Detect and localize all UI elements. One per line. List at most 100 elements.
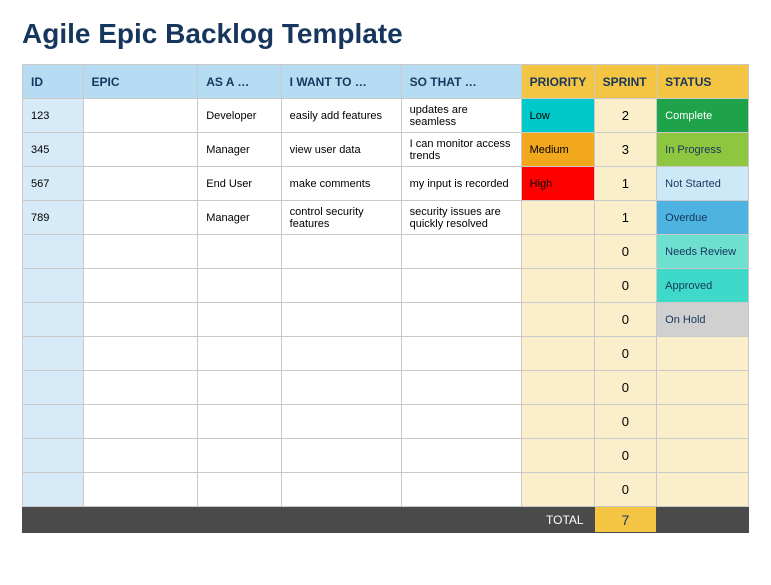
status: Overdue [657,201,749,235]
table-row: 789Managercontrol security featuressecur… [23,201,749,235]
as-a [198,473,281,507]
status: Needs Review [657,235,749,269]
sprint: 1 [594,201,657,235]
epic [83,303,198,337]
page-title: Agile Epic Backlog Template [22,18,749,50]
epic [83,201,198,235]
col-asa: AS A … [198,65,281,99]
as-a: Manager [198,133,281,167]
i-want: easily add features [281,99,401,133]
col-sothat: SO THAT … [401,65,521,99]
i-want [281,269,401,303]
id [23,337,84,371]
priority [521,439,594,473]
priority [521,201,594,235]
i-want [281,439,401,473]
total-label: TOTAL [23,507,595,533]
i-want [281,371,401,405]
table-header-row: ID EPIC AS A … I WANT TO … SO THAT … PRI… [23,65,749,99]
status [657,405,749,439]
as-a [198,371,281,405]
epic [83,405,198,439]
col-status: STATUS [657,65,749,99]
table-row: 123 Developereasily add featuresupdates a… [23,99,749,133]
sprint: 0 [594,337,657,371]
so-that [401,269,521,303]
sprint: 0 [594,303,657,337]
priority [521,473,594,507]
footer-row: TOTAL 7 [23,507,749,533]
status [657,473,749,507]
as-a: End User [198,167,281,201]
status [657,371,749,405]
sprint: 0 [594,405,657,439]
i-want [281,405,401,439]
table-row: 0 [23,439,749,473]
status: Not Started [657,167,749,201]
i-want [281,473,401,507]
id [23,303,84,337]
table-row: 0 [23,473,749,507]
id: 789 [23,201,84,235]
epic [83,371,198,405]
sprint: 0 [594,473,657,507]
footer-blank [657,507,749,533]
col-iwant: I WANT TO … [281,65,401,99]
so-that: my input is recorded [401,167,521,201]
sprint: 3 [594,133,657,167]
as-a [198,235,281,269]
id [23,473,84,507]
priority [521,235,594,269]
id [23,371,84,405]
id [23,439,84,473]
status: Approved [657,269,749,303]
status: Complete [657,99,749,133]
i-want [281,235,401,269]
id: 345 [23,133,84,167]
epic [83,269,198,303]
epic [83,337,198,371]
status [657,337,749,371]
so-that [401,303,521,337]
sprint: 0 [594,371,657,405]
as-a [198,337,281,371]
status: In Progress [657,133,749,167]
priority [521,269,594,303]
as-a: Manager [198,201,281,235]
col-sprint: SPRINT [594,65,657,99]
i-want: view user data [281,133,401,167]
sprint: 2 [594,99,657,133]
priority [521,337,594,371]
so-that: updates are seamless [401,99,521,133]
table-row: 0Needs Review [23,235,749,269]
so-that: I can monitor access trends [401,133,521,167]
sprint: 1 [594,167,657,201]
as-a [198,269,281,303]
col-epic: EPIC [83,65,198,99]
table-row: 567 End Usermake commentsmy input is reco… [23,167,749,201]
sprint: 0 [594,235,657,269]
status [657,439,749,473]
id: 123 [23,99,84,133]
i-want [281,303,401,337]
as-a: Developer [198,99,281,133]
col-id: ID [23,65,84,99]
id [23,235,84,269]
so-that [401,235,521,269]
priority [521,371,594,405]
table-row: 0 [23,405,749,439]
status: On Hold [657,303,749,337]
epic [83,439,198,473]
so-that [401,337,521,371]
priority: Low [521,99,594,133]
epic [83,99,198,133]
table-row: 345 Managerview user dataI can monitor ac… [23,133,749,167]
so-that [401,439,521,473]
i-want: make comments [281,167,401,201]
id: 567 [23,167,84,201]
id [23,405,84,439]
so-that: security issues are quickly resolved [401,201,521,235]
table-row: 0On Hold [23,303,749,337]
priority: Medium [521,133,594,167]
priority [521,405,594,439]
